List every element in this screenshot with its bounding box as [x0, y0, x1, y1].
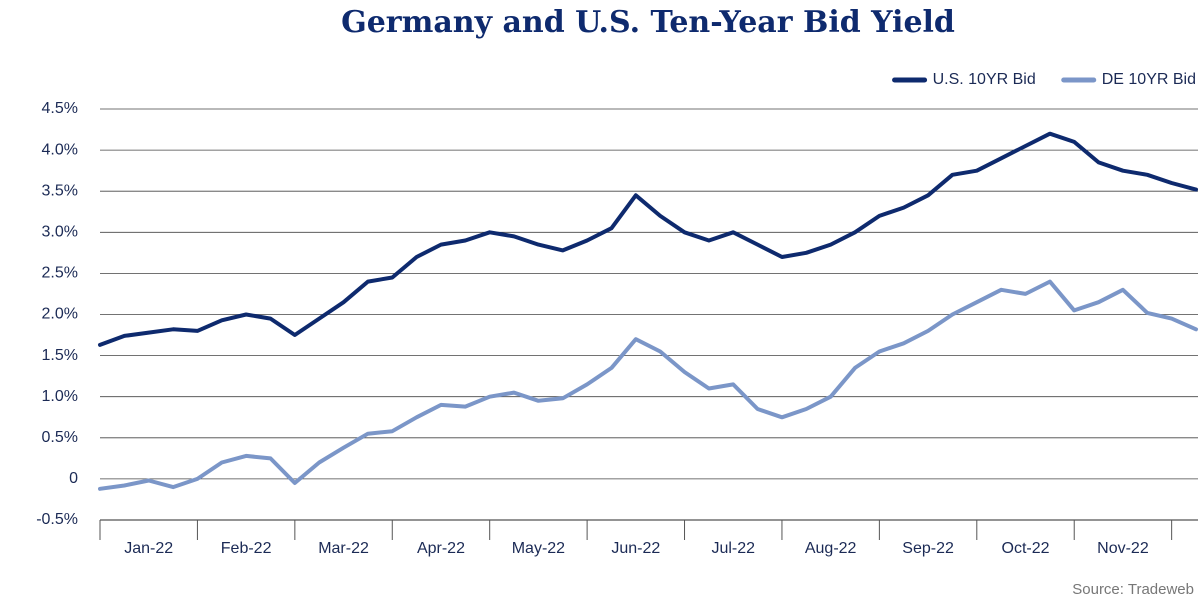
x-tick-label: Jul-22 [711, 540, 755, 557]
y-tick-label: 1.0% [42, 388, 78, 405]
y-tick-label: 0.5% [42, 429, 78, 446]
x-tick-label: Mar-22 [318, 540, 369, 557]
x-tick-label: Nov-22 [1097, 540, 1149, 557]
x-tick-label: May-22 [512, 540, 565, 557]
legend-label: U.S. 10YR Bid [933, 71, 1036, 88]
series-line [98, 131, 1198, 347]
y-tick-label: 3.0% [42, 224, 78, 241]
y-tick-label: 3.5% [42, 182, 78, 199]
y-tick-label: 0 [69, 470, 78, 487]
x-tick-label: Jan-22 [124, 540, 173, 557]
y-tick-label: 1.5% [42, 347, 78, 364]
x-tick-label: Jun-22 [611, 540, 660, 557]
y-tick-label: -0.5% [36, 511, 78, 528]
legend-label: DE 10YR Bid [1102, 71, 1196, 88]
y-tick-label: 2.0% [42, 306, 78, 323]
x-tick-label: Aug-22 [805, 540, 857, 557]
chart-title: Germany and U.S. Ten-Year Bid Yield [341, 5, 955, 40]
series-line [98, 279, 1198, 491]
x-tick-label: Sep-22 [902, 540, 954, 557]
x-tick-label: Apr-22 [417, 540, 465, 557]
y-tick-label: 2.5% [42, 265, 78, 282]
x-tick-label: Oct-22 [1002, 540, 1050, 557]
x-tick-label: Feb-22 [221, 540, 272, 557]
y-tick-label: 4.0% [42, 141, 78, 158]
source: Source: Tradeweb [1072, 581, 1194, 598]
y-tick-label: 4.5% [42, 100, 78, 117]
